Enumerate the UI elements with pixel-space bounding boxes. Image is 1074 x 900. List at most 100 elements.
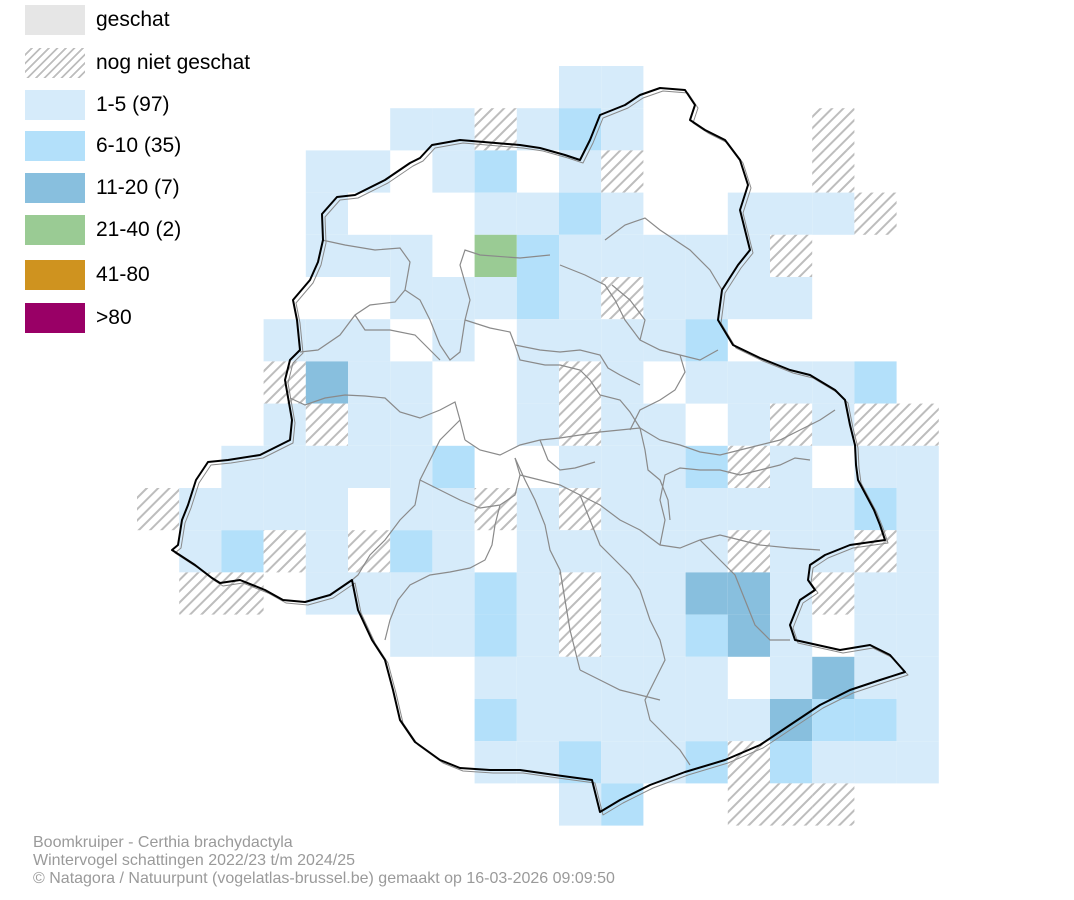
grid-square-not-estimated: [601, 150, 644, 193]
grid-square: [770, 277, 813, 320]
grid-square: [685, 488, 728, 531]
grid-square: [896, 741, 939, 784]
grid-square: [643, 403, 686, 446]
district-boundary: [639, 427, 671, 521]
grid-square: [685, 699, 728, 742]
grid-square: [559, 656, 602, 699]
grid-square-not-estimated: [305, 403, 348, 446]
grid-square: [390, 614, 433, 657]
grid-square: [643, 614, 686, 657]
grid-square: [348, 150, 391, 193]
grid-square: [516, 319, 559, 362]
district-boundary: [384, 504, 501, 641]
grid-square: [601, 699, 644, 742]
grid-square: [727, 699, 770, 742]
grid-square: [601, 656, 644, 699]
grid-square: [432, 319, 475, 362]
grid-square: [727, 403, 770, 446]
grid-square-not-estimated: [812, 108, 855, 151]
grid-square: [474, 150, 517, 193]
grid-square: [601, 741, 644, 784]
grid-square: [601, 108, 644, 151]
grid-square: [390, 530, 433, 573]
grid-square: [854, 572, 897, 615]
grid-square: [601, 572, 644, 615]
grid-square-not-estimated: [601, 277, 644, 320]
grid-square: [601, 192, 644, 235]
grid-square: [727, 192, 770, 235]
grid-square-not-estimated: [896, 403, 939, 446]
grid-square: [854, 741, 897, 784]
grid-square: [221, 445, 264, 488]
grid-square-not-estimated: [812, 783, 855, 826]
grid-square: [727, 614, 770, 657]
grid-square: [601, 403, 644, 446]
grid-square: [305, 361, 348, 404]
grid-square: [685, 530, 728, 573]
grid-square-not-estimated: [221, 572, 264, 615]
legend-swatch-21-40: [25, 215, 85, 245]
grid-square: [770, 361, 813, 404]
district-boundary: [289, 394, 466, 441]
district-boundary: [351, 419, 461, 581]
grid-square: [685, 234, 728, 277]
grid-square: [770, 192, 813, 235]
grid-square: [854, 656, 897, 699]
grid-squares: [137, 66, 939, 826]
district-boundary: [559, 264, 719, 361]
grid-square-not-estimated: [812, 150, 855, 193]
grid-square: [559, 530, 602, 573]
district-boundary: [354, 314, 441, 361]
grid-square: [516, 741, 559, 784]
grid-square: [305, 234, 348, 277]
grid-square: [474, 572, 517, 615]
grid-square: [474, 741, 517, 784]
grid-square-not-estimated: [559, 488, 602, 531]
grid-square: [516, 403, 559, 446]
district-boundary: [699, 539, 790, 641]
district-boundary: [464, 319, 641, 429]
grid-square-not-estimated: [179, 572, 222, 615]
caption-period: Wintervogel schattingen 2022/23 t/m 2024…: [33, 852, 355, 869]
grid-square: [474, 614, 517, 657]
legend-item-11-20: 11-20 (7): [25, 173, 180, 203]
grid-square-not-estimated: [854, 403, 897, 446]
grid-square-not-estimated: [770, 783, 813, 826]
grid-square: [601, 614, 644, 657]
district-boundary: [464, 409, 836, 456]
grid-square: [348, 445, 391, 488]
grid-square: [432, 530, 475, 573]
grid-square: [179, 530, 222, 573]
grid-square: [727, 572, 770, 615]
grid-square: [685, 656, 728, 699]
grid-square: [474, 192, 517, 235]
legend-label-1-5: 1-5 (97): [96, 93, 170, 116]
district-boundary: [419, 457, 521, 509]
grid-square: [685, 361, 728, 404]
region-outline: [171, 87, 906, 813]
grid-square: [896, 572, 939, 615]
legend-label-6-10: 6-10 (35): [96, 134, 182, 157]
grid-square: [348, 319, 391, 362]
grid-square: [812, 488, 855, 531]
legend-item-21-40: 21-40 (2): [25, 215, 181, 245]
grid-square: [559, 150, 602, 193]
grid-square: [643, 234, 686, 277]
legend-label-21-40: 21-40 (2): [96, 218, 182, 241]
grid-square: [516, 699, 559, 742]
grid-square-not-estimated: [854, 530, 897, 573]
grid-square: [516, 488, 559, 531]
district-boundary: [579, 669, 661, 701]
grid-square-not-estimated: [854, 192, 897, 235]
grid-square: [601, 234, 644, 277]
grid-square-not-estimated: [812, 572, 855, 615]
grid-square: [812, 656, 855, 699]
legend-label-nog-niet-geschat: nog niet geschat: [96, 51, 251, 74]
grid-square: [516, 614, 559, 657]
legend-item-6-10: 6-10 (35): [25, 131, 181, 161]
caption-species: Boomkruiper - Certhia brachydactyla: [33, 834, 293, 851]
grid-square: [305, 150, 348, 193]
grid-square: [432, 488, 475, 531]
grid-square: [559, 319, 602, 362]
